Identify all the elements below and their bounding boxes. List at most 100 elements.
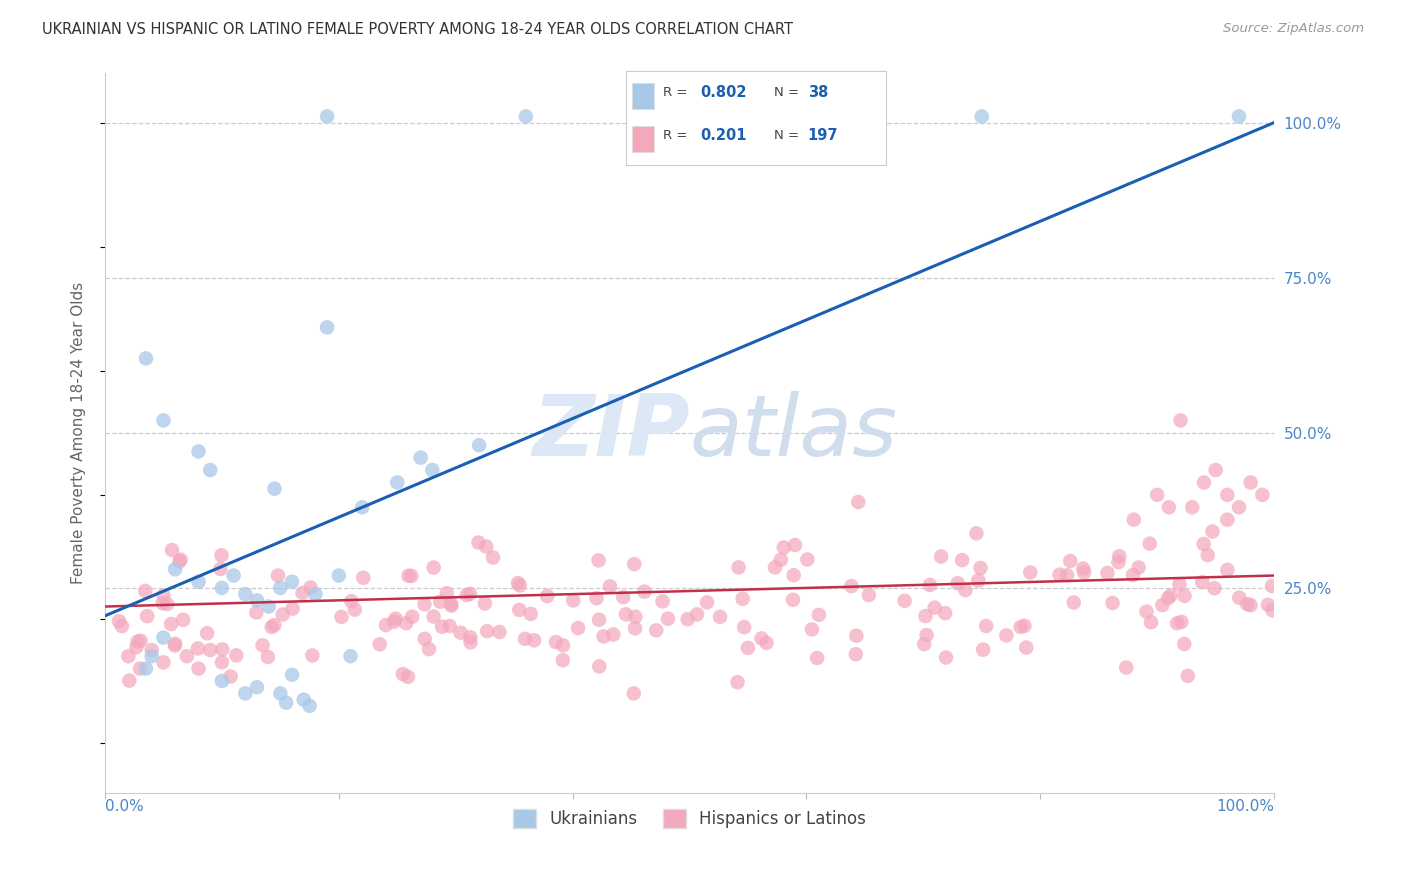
Point <box>460 635 482 649</box>
Point <box>1108 549 1130 564</box>
Point <box>974 619 997 633</box>
Text: N =: N = <box>773 129 803 143</box>
Point <box>633 584 655 599</box>
Point <box>651 594 673 608</box>
Point <box>172 613 194 627</box>
Point <box>430 620 453 634</box>
Point <box>176 649 198 664</box>
Point <box>200 643 222 657</box>
Point <box>246 593 269 607</box>
Point <box>211 581 233 595</box>
Bar <box>633 126 654 152</box>
Point <box>420 463 443 477</box>
Point <box>467 535 489 549</box>
Point <box>1019 566 1042 580</box>
Point <box>468 438 491 452</box>
Point <box>1170 413 1192 427</box>
Point <box>263 482 285 496</box>
Text: 38: 38 <box>807 86 828 101</box>
Point <box>562 593 585 607</box>
Point <box>252 638 274 652</box>
Point <box>763 560 786 574</box>
Point <box>233 686 256 700</box>
Point <box>233 587 256 601</box>
Point <box>614 607 637 622</box>
Point <box>267 568 290 582</box>
Point <box>602 627 624 641</box>
Point <box>523 633 546 648</box>
Point <box>623 686 645 700</box>
Point <box>612 590 634 604</box>
Point <box>807 607 830 622</box>
Point <box>291 586 314 600</box>
Point <box>382 615 405 629</box>
Point <box>686 607 709 622</box>
Point <box>384 612 406 626</box>
Point <box>257 599 280 614</box>
Point <box>398 568 420 582</box>
Point <box>513 632 536 646</box>
Text: R =: R = <box>664 129 692 143</box>
Point <box>374 618 396 632</box>
Point <box>1101 596 1123 610</box>
Point <box>211 549 233 563</box>
Point <box>1216 488 1239 502</box>
Point <box>782 592 804 607</box>
Point <box>567 621 589 635</box>
Point <box>422 609 444 624</box>
Point <box>152 589 174 603</box>
Point <box>588 553 610 567</box>
Point <box>401 609 423 624</box>
Point <box>482 550 505 565</box>
Point <box>737 640 759 655</box>
Point <box>401 569 423 583</box>
Point <box>165 637 187 651</box>
Point <box>955 583 977 598</box>
Point <box>187 662 209 676</box>
Point <box>967 574 990 588</box>
Point <box>219 669 242 683</box>
Point <box>169 554 191 568</box>
Point <box>1049 567 1071 582</box>
Point <box>339 649 361 664</box>
Point <box>1166 616 1188 631</box>
Point <box>893 594 915 608</box>
Point <box>187 641 209 656</box>
Text: ZIP: ZIP <box>531 392 689 475</box>
Point <box>225 648 247 663</box>
Point <box>1157 500 1180 515</box>
Point <box>1261 579 1284 593</box>
Point <box>585 591 607 606</box>
Point <box>515 110 537 124</box>
Point <box>474 596 496 610</box>
Point <box>156 597 179 611</box>
Point <box>1146 488 1168 502</box>
Point <box>163 639 186 653</box>
Point <box>1227 110 1250 124</box>
Point <box>211 656 233 670</box>
Text: 0.802: 0.802 <box>700 86 747 101</box>
Point <box>245 606 267 620</box>
Point <box>328 568 350 582</box>
Point <box>135 351 157 366</box>
Point <box>165 562 187 576</box>
Point <box>645 624 668 638</box>
Point <box>316 320 339 334</box>
Point <box>1097 566 1119 580</box>
Point <box>352 571 374 585</box>
Point <box>129 662 152 676</box>
Point <box>352 500 374 515</box>
Point <box>551 638 574 652</box>
Point <box>1107 555 1129 569</box>
Point <box>676 612 699 626</box>
Point <box>125 640 148 655</box>
Point <box>544 635 567 649</box>
Text: UKRAINIAN VS HISPANIC OR LATINO FEMALE POVERTY AMONG 18-24 YEAR OLDS CORRELATION: UKRAINIAN VS HISPANIC OR LATINO FEMALE P… <box>42 22 793 37</box>
Point <box>368 637 391 651</box>
Point <box>152 413 174 427</box>
Point <box>475 624 498 639</box>
Point <box>536 589 558 603</box>
Point <box>727 560 749 574</box>
Point <box>169 552 191 566</box>
Point <box>846 495 869 509</box>
